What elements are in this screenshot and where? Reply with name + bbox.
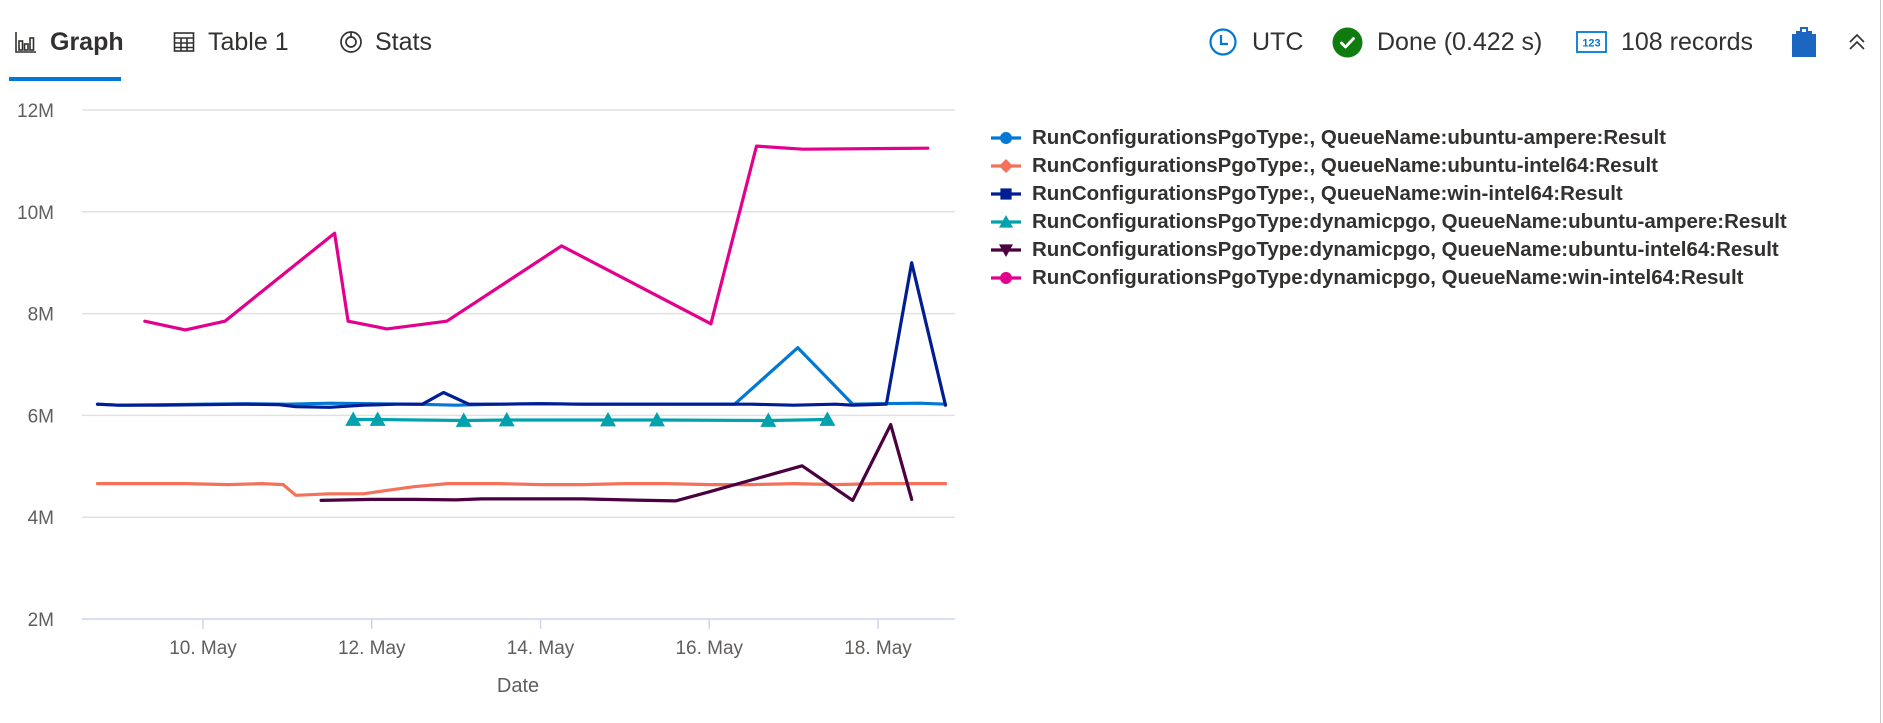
legend-item[interactable]: RunConfigurationsPgoType:dynamicpgo, Que… <box>990 208 1787 236</box>
bar-chart-icon <box>13 29 39 55</box>
tab-graph[interactable]: Graph <box>13 22 124 62</box>
legend-label: RunConfigurationsPgoType:, QueueName:win… <box>1032 182 1623 205</box>
tab-stats[interactable]: Stats <box>338 22 432 62</box>
y-tick-label: 12M <box>17 101 54 122</box>
series-line[interactable] <box>95 482 948 497</box>
legend-item[interactable]: RunConfigurationsPgoType:, QueueName:win… <box>990 180 1787 208</box>
svg-text:123: 123 <box>1582 38 1600 50</box>
panel-border <box>1880 0 1881 723</box>
legend-marker-icon <box>991 272 1021 284</box>
y-tick-label: 8M <box>28 305 54 326</box>
series-line[interactable] <box>143 144 930 332</box>
y-tick-label: 4M <box>28 508 54 529</box>
legend-marker-icon <box>991 132 1021 144</box>
tab-stats-label: Stats <box>375 27 432 56</box>
timezone-label: UTC <box>1252 27 1304 56</box>
legend-item[interactable]: RunConfigurationsPgoType:dynamicpgo, Que… <box>990 264 1787 292</box>
legend-label: RunConfigurationsPgoType:, QueueName:ubu… <box>1032 126 1666 149</box>
y-tick-label: 2M <box>28 610 54 631</box>
y-tick-label: 6M <box>28 406 54 427</box>
tab-table-1-label: Table 1 <box>208 27 289 56</box>
legend-marker-icon <box>991 188 1021 200</box>
chevron-double-up-icon <box>1847 32 1867 52</box>
chart-gridlines <box>82 109 955 518</box>
chart-legend: RunConfigurationsPgoType:, QueueName:ubu… <box>990 124 1787 292</box>
table-icon <box>171 29 197 55</box>
line-chart: 2M 4M 6M 8M 10M 12M 10. May 12. May 14. May 16. … <box>17 101 955 697</box>
x-tick-label: 18. May <box>844 638 912 659</box>
series-line[interactable] <box>345 411 836 427</box>
legend-marker-icon <box>991 159 1021 173</box>
timezone-indicator[interactable]: UTC <box>1208 22 1303 62</box>
legend-item[interactable]: RunConfigurationsPgoType:dynamicpgo, Que… <box>990 236 1787 264</box>
legend-label: RunConfigurationsPgoType:dynamicpgo, Que… <box>1032 266 1744 289</box>
numbers-123-icon: 123 <box>1576 31 1607 53</box>
chart-series[interactable] <box>95 144 948 503</box>
clipboard-icon <box>1792 27 1816 57</box>
legend-label: RunConfigurationsPgoType:dynamicpgo, Que… <box>1032 210 1787 233</box>
x-tick-label: 12. May <box>338 638 406 659</box>
x-tick-label: 14. May <box>507 638 575 659</box>
record-count-label: 108 records <box>1621 27 1754 56</box>
donut-chart-icon <box>338 29 364 55</box>
clock-icon <box>1208 27 1238 57</box>
active-tab-indicator <box>9 77 121 81</box>
legend-label: RunConfigurationsPgoType:, QueueName:ubu… <box>1032 154 1659 177</box>
series-line[interactable] <box>95 346 948 407</box>
check-circle-icon <box>1332 27 1363 58</box>
legend-marker-icon <box>991 244 1021 257</box>
x-axis: 10. May 12. May 14. May 16. May 18. May <box>82 618 955 659</box>
copy-to-clipboard-button[interactable] <box>1792 22 1816 62</box>
y-axis-tick-labels: 2M 4M 6M 8M 10M 12M <box>17 101 54 631</box>
y-tick-label: 10M <box>17 203 54 224</box>
collapse-button[interactable] <box>1847 22 1867 62</box>
series-line[interactable] <box>95 261 948 409</box>
legend-marker-icon <box>991 215 1021 228</box>
legend-item[interactable]: RunConfigurationsPgoType:, QueueName:ubu… <box>990 124 1787 152</box>
x-tick-label: 16. May <box>675 638 743 659</box>
query-status: Done (0.422 s) <box>1332 22 1542 62</box>
tab-table-1[interactable]: Table 1 <box>171 22 289 62</box>
result-tabs: Graph Table 1 Stats <box>0 0 700 84</box>
record-count: 123 108 records <box>1576 22 1753 62</box>
x-tick-label: 10. May <box>169 638 237 659</box>
tab-graph-label: Graph <box>50 27 124 56</box>
series-line[interactable] <box>319 423 914 503</box>
legend-label: RunConfigurationsPgoType:dynamicpgo, Que… <box>1032 238 1779 261</box>
query-status-label: Done (0.422 s) <box>1377 27 1543 56</box>
legend-item[interactable]: RunConfigurationsPgoType:, QueueName:ubu… <box>990 152 1787 180</box>
x-axis-title: Date <box>497 675 539 697</box>
